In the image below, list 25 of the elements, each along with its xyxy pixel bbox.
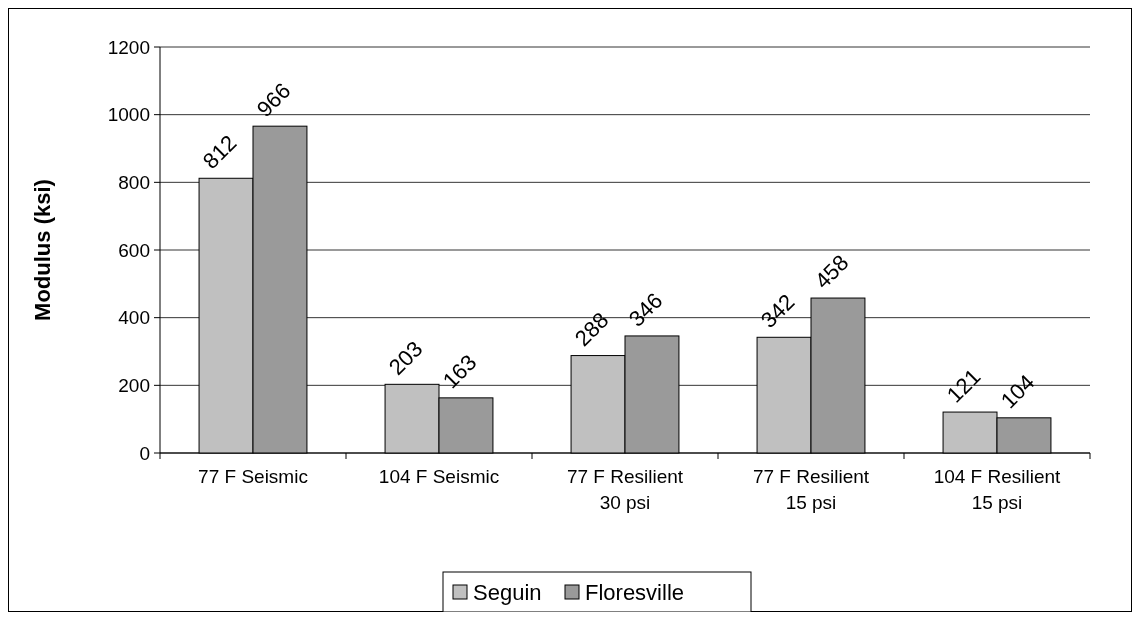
y-tick-label: 1200	[107, 36, 150, 58]
data-label: 104	[995, 369, 1040, 414]
legend-label: Floresville	[585, 579, 685, 605]
data-label: 966	[251, 78, 296, 122]
y-tick-label: 400	[118, 307, 150, 329]
y-tick-label: 200	[118, 374, 150, 396]
x-tick-label: 104 F Seismic	[378, 466, 500, 487]
data-label: 458	[809, 249, 854, 294]
y-tick-label: 600	[118, 239, 150, 261]
legend-label: Seguin	[473, 579, 542, 605]
data-label: 163	[437, 349, 482, 394]
data-label: 203	[383, 336, 428, 380]
x-tick-label: 77 F Resilient 15 psi	[752, 466, 870, 513]
y-axis-title: Modulus (ksi)	[30, 179, 55, 321]
data-label: 342	[755, 289, 800, 333]
data-label: 812	[197, 130, 242, 174]
y-tick-label: 1000	[107, 104, 150, 126]
x-tick-label: 77 F Resilient 30 psi	[566, 466, 684, 513]
data-label: 288	[569, 307, 614, 352]
data-label: 346	[623, 287, 668, 332]
data-label: 121	[941, 363, 986, 408]
x-tick-label: 77 F Seismic	[198, 466, 308, 487]
y-tick-label: 0	[139, 442, 150, 464]
x-tick-label: 104 F Resilient 15 psi	[933, 466, 1062, 513]
y-tick-label: 800	[118, 171, 150, 193]
